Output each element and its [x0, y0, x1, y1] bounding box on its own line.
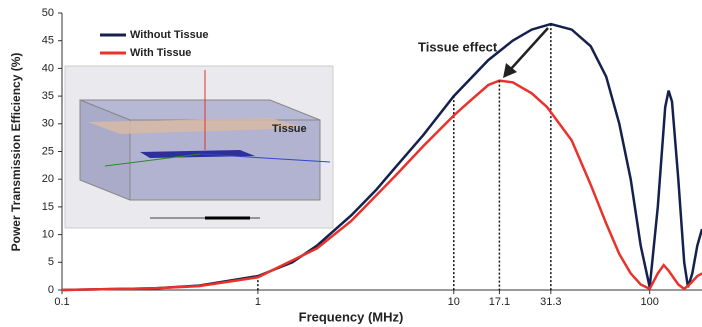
x-tick-label: 1	[255, 296, 261, 308]
y-tick-label: 20	[42, 173, 54, 185]
y-tick-label: 15	[42, 201, 54, 213]
y-tick-label: 40	[42, 62, 54, 74]
x-tick-label: 10	[448, 296, 460, 308]
annotation: Tissue effect	[418, 39, 498, 54]
y-tick-label: 45	[42, 35, 54, 47]
x-tick-label: 31.3	[540, 296, 561, 308]
inset-label: Tissue	[272, 123, 307, 135]
legend-label: With Tissue	[130, 47, 191, 59]
x-tick-label: 100	[640, 296, 658, 308]
x-tick-label: 17.1	[489, 296, 510, 308]
x-axis-label: Frequency (MHz)	[299, 309, 404, 324]
y-tick-label: 10	[42, 229, 54, 241]
chart: Tissue Frequency (MHz) Power Transmissio…	[0, 0, 702, 327]
y-tick-label: 50	[42, 7, 54, 19]
y-tick-label: 35	[42, 90, 54, 102]
annotation-arrow	[510, 28, 548, 70]
y-tick-label: 0	[48, 284, 54, 296]
inset-image: Tissue	[65, 66, 333, 228]
y-tick-label: 30	[42, 118, 54, 130]
x-tick-label: 0.1	[54, 296, 69, 308]
y-axis-label: Power Transmission Efficiency (%)	[9, 53, 23, 252]
y-tick-label: 5	[48, 256, 54, 268]
y-tick-label: 25	[42, 145, 54, 157]
legend-label: Without Tissue	[130, 29, 209, 41]
